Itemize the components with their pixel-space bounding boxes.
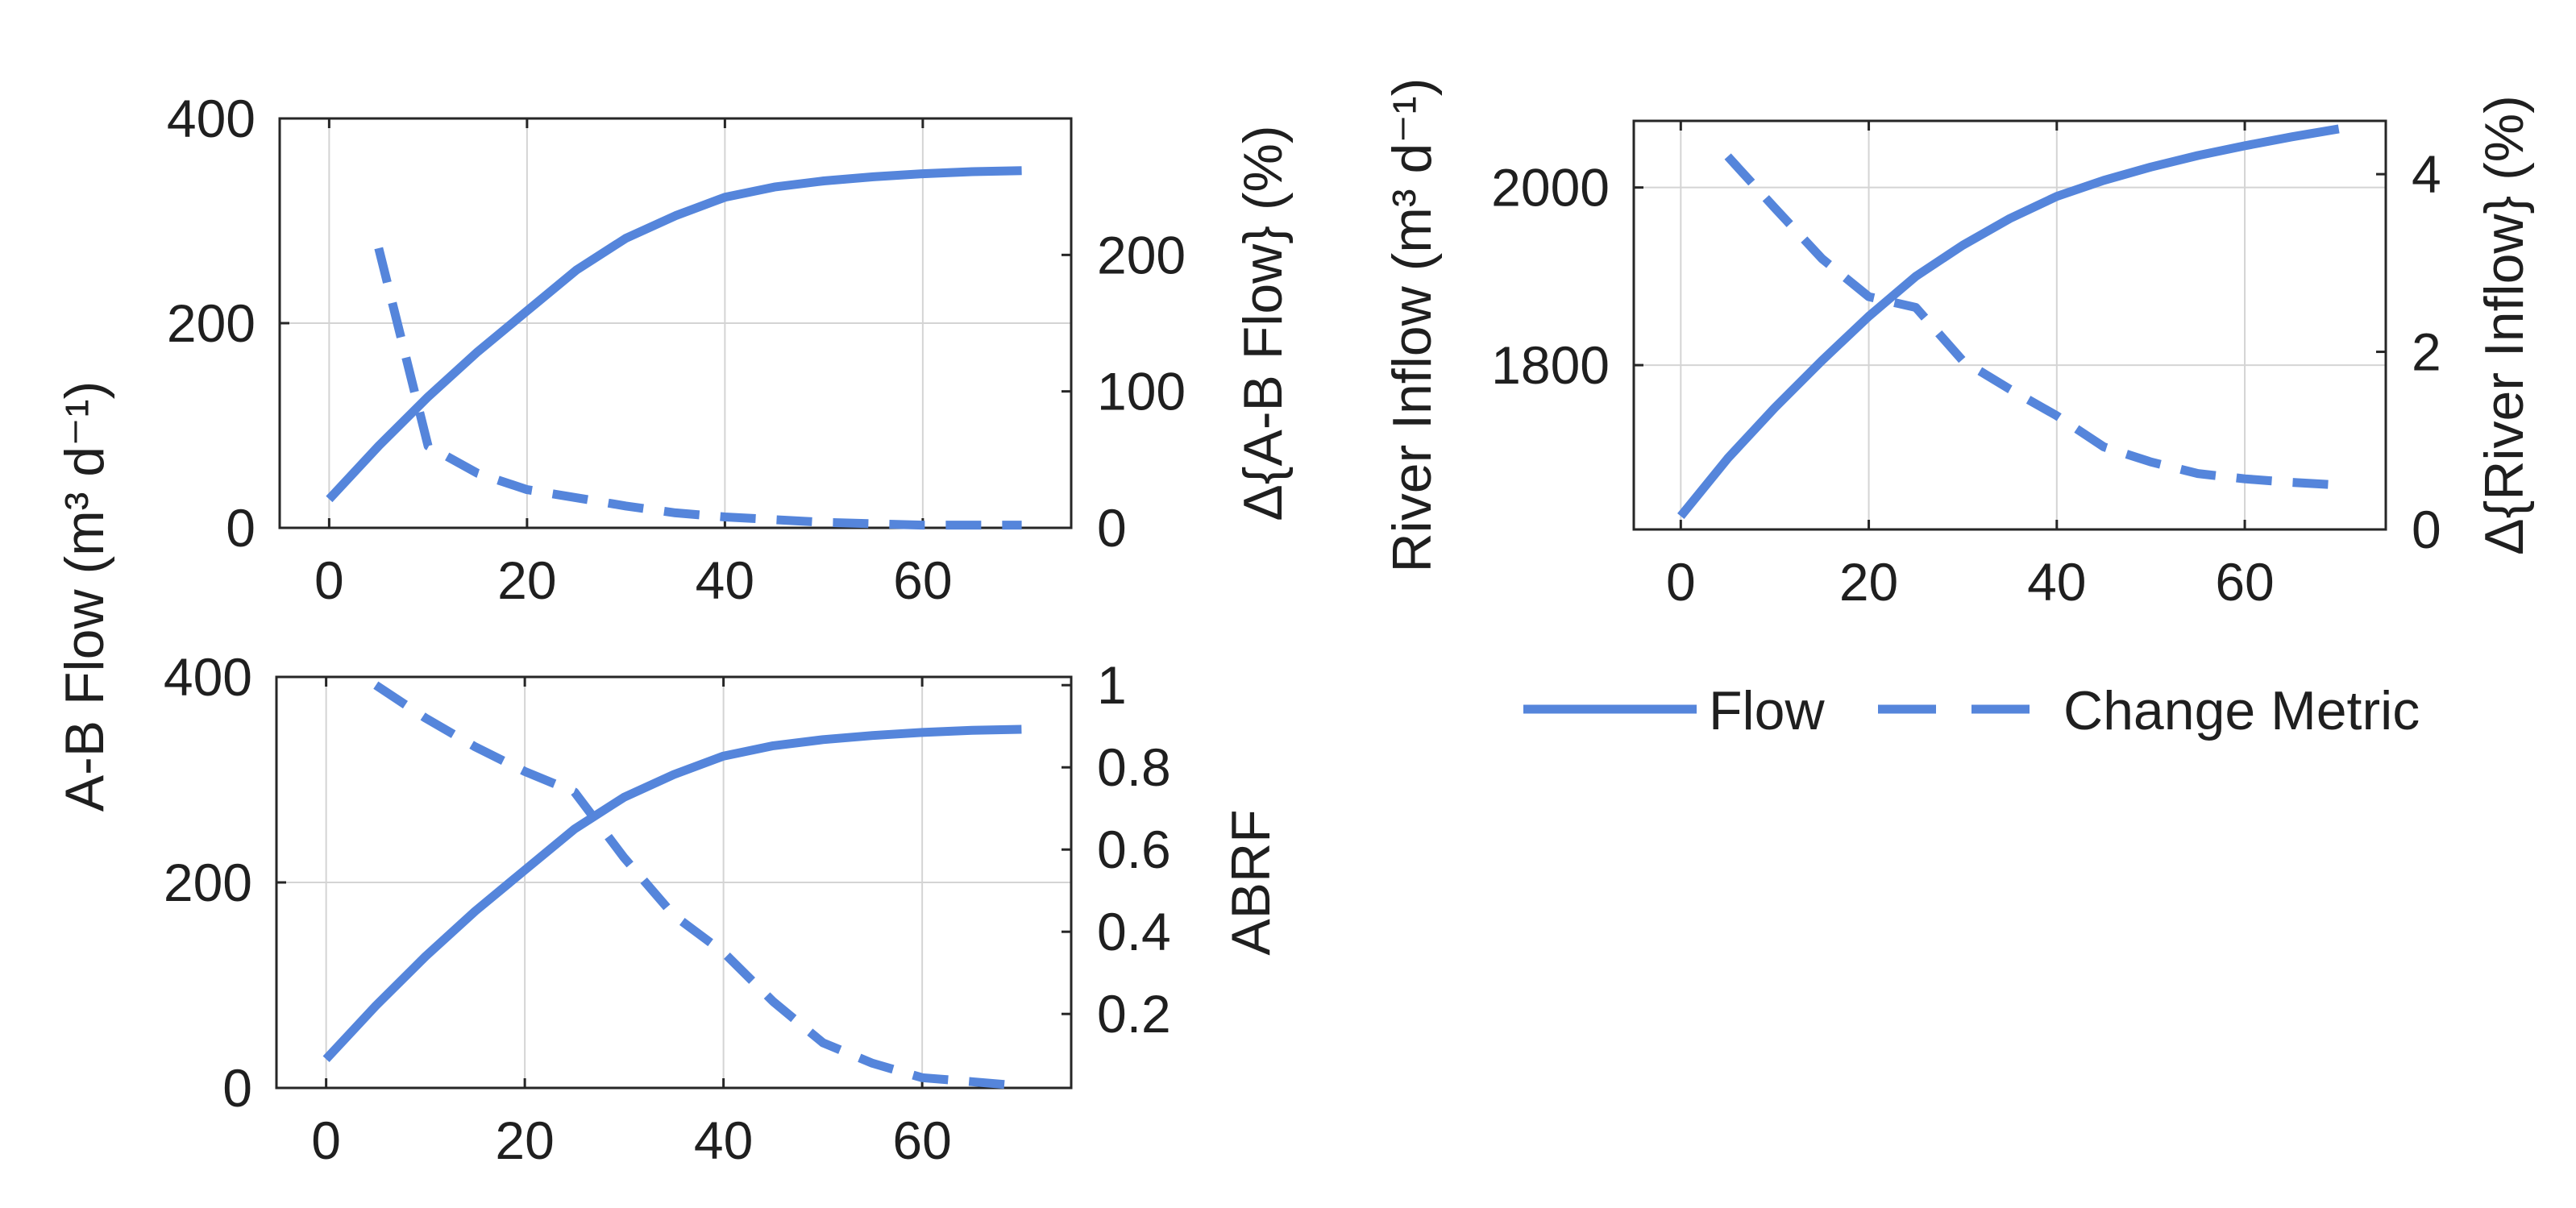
axes-box bbox=[1632, 119, 2387, 531]
change-metric-line bbox=[1724, 153, 2340, 490]
y2-tick-label: 0.4 bbox=[1097, 902, 1171, 961]
x-tick-label: 40 bbox=[2027, 552, 2086, 612]
panel-abrf: 0 20 40 60 0 200 400 0.2 0.4 0.6 0.8 1 ABRF bbox=[164, 647, 1282, 1170]
y-tick-label: 200 bbox=[167, 293, 256, 353]
y-tick-label: 0 bbox=[222, 1058, 252, 1118]
y2-tick-label: 0 bbox=[2412, 500, 2441, 559]
y-tick-label: 1800 bbox=[1491, 335, 1610, 395]
y2-tick-label: 0.2 bbox=[1097, 984, 1171, 1044]
shared-ylabel: A-B Flow (m³ d⁻¹) bbox=[54, 381, 115, 812]
y-tick-label: 0 bbox=[226, 498, 256, 558]
x-tick-label: 40 bbox=[694, 1110, 753, 1170]
x-tick-label: 20 bbox=[1839, 552, 1898, 612]
y2-tick-label: 1 bbox=[1097, 655, 1127, 715]
y2-tick-label: 2 bbox=[2412, 322, 2441, 382]
y-axis-label: River Inflow (m³ d⁻¹) bbox=[1381, 78, 1443, 573]
y2-tick-label: 0.8 bbox=[1097, 737, 1171, 797]
y-tick-label: 200 bbox=[164, 853, 252, 912]
x-tick-label: 0 bbox=[1666, 552, 1696, 612]
change-metric-line bbox=[373, 681, 1022, 1090]
y-tick-label: 400 bbox=[164, 647, 252, 707]
y2-tick-label: 0 bbox=[1097, 498, 1127, 558]
y-tick-label: 400 bbox=[167, 89, 256, 148]
change-metric-line bbox=[374, 247, 1022, 530]
x-tick-label: 60 bbox=[892, 1110, 951, 1170]
flow-line bbox=[326, 166, 1022, 503]
x-tick-label: 20 bbox=[495, 1110, 554, 1170]
panel-river-inflow: 0 20 40 60 1800 2000 0 2 4 River Inflow (m³ d⁻¹) Δ… bbox=[1381, 78, 2535, 612]
flow-line bbox=[322, 724, 1022, 1063]
y2-tick-label: 0.6 bbox=[1097, 820, 1171, 879]
x-tick-label: 60 bbox=[893, 550, 952, 610]
y2-tick-label: 200 bbox=[1097, 225, 1186, 284]
legend-change-label: Change Metric bbox=[2063, 680, 2420, 741]
flow-line bbox=[1677, 124, 2340, 519]
panel-ab-flow: 0 20 40 60 0 200 400 0 100 200 Δ{A-B Flow} (%) bbox=[167, 89, 1294, 610]
x-tick-label: 0 bbox=[314, 550, 344, 610]
y2-axis-label: ABRF bbox=[1220, 809, 1282, 955]
y2-tick-label: 4 bbox=[2412, 144, 2441, 204]
x-tick-label: 0 bbox=[311, 1110, 341, 1170]
legend: Flow Change Metric bbox=[1523, 680, 2420, 741]
y-tick-label: 2000 bbox=[1491, 158, 1610, 218]
x-tick-label: 40 bbox=[696, 550, 754, 610]
x-tick-label: 60 bbox=[2215, 552, 2274, 612]
x-tick-label: 20 bbox=[497, 550, 556, 610]
legend-flow-label: Flow bbox=[1709, 680, 1825, 741]
y2-tick-label: 100 bbox=[1097, 362, 1186, 421]
y2-axis-label: Δ{A-B Flow} (%) bbox=[1232, 125, 1294, 521]
y2-axis-label: Δ{River Inflow} (%) bbox=[2474, 95, 2535, 555]
